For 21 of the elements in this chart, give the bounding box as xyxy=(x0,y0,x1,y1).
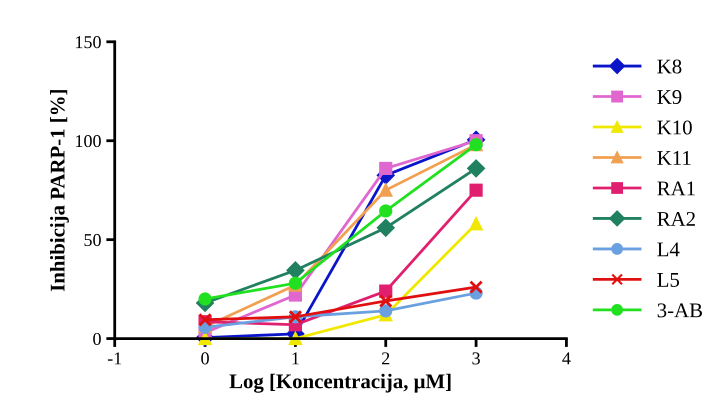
legend-label: RA1 xyxy=(657,182,695,196)
x-tick-label: 4 xyxy=(562,352,571,364)
legend-label: K8 xyxy=(657,59,682,74)
legend-label: L5 xyxy=(657,273,680,287)
legend-label: K9 xyxy=(657,90,682,104)
y-tick-label: 0 xyxy=(93,332,101,346)
x-tick-label: -1 xyxy=(108,352,122,364)
x-axis-title: Log [Koncentracija, μM] xyxy=(229,374,451,393)
legend-label: K11 xyxy=(657,151,691,165)
legend-label: RA2 xyxy=(657,212,695,226)
legend-label: 3-AB xyxy=(658,303,702,318)
x-tick-label: 1 xyxy=(292,352,299,364)
y-tick-label: 150 xyxy=(76,36,101,48)
y-tick-label: 100 xyxy=(76,134,101,148)
y-axis-title: Inhibicija PARP-1 [%] xyxy=(50,90,69,292)
x-tick-label: 2 xyxy=(382,352,390,364)
x-tick-label: 0 xyxy=(201,352,209,364)
legend-label: K10 xyxy=(657,120,692,135)
x-tick-label: 3 xyxy=(472,352,480,364)
legend-label: L4 xyxy=(657,242,680,256)
y-tick-label: 50 xyxy=(84,234,101,246)
